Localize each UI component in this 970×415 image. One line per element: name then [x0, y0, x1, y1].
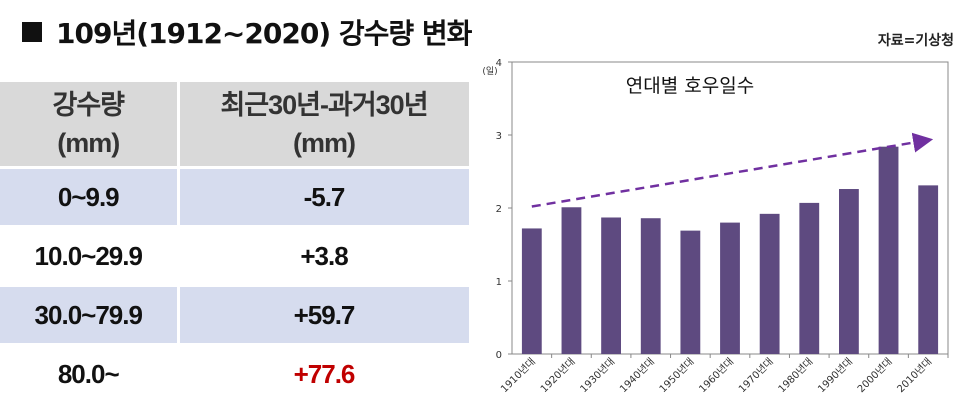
- bar-1950년대: [680, 230, 701, 354]
- table-row: 0~9.9 -5.7: [0, 167, 472, 228]
- header-rainfall-line2: (mm): [57, 128, 120, 158]
- range-cell: 0~9.9: [0, 167, 180, 228]
- bar-1980년대: [799, 202, 820, 354]
- bar-1920년대: [561, 207, 582, 354]
- x-tick-label: 1950년대: [657, 356, 696, 395]
- x-tick-label: 1980년대: [776, 356, 815, 395]
- range-cell: 30.0~79.9: [0, 285, 180, 346]
- y-tick-label: 4: [496, 58, 502, 69]
- bar-2010년대: [918, 185, 939, 354]
- bar-1970년대: [759, 213, 780, 354]
- x-tick-label: 1920년대: [538, 356, 577, 395]
- y-tick-label: 0: [496, 350, 502, 361]
- difference-cell: +3.8: [178, 226, 472, 287]
- x-tick-label: 1930년대: [578, 356, 617, 395]
- table-row: 30.0~79.9 +59.7: [0, 285, 472, 346]
- difference-cell-highlight: +77.6: [178, 344, 472, 405]
- x-tick-label: 1910년대: [498, 356, 537, 395]
- range-cell: 10.0~29.9: [0, 226, 180, 287]
- y-axis-unit: (일): [482, 66, 497, 77]
- header-rainfall: 강수량 (mm): [0, 82, 180, 169]
- header-difference: 최근30년-과거30년 (mm): [178, 82, 472, 169]
- bar-1940년대: [640, 218, 661, 354]
- x-tick-label: 2010년대: [895, 356, 934, 395]
- y-tick-label: 3: [496, 131, 502, 142]
- difference-cell: +59.7: [178, 285, 472, 346]
- table-row: 10.0~29.9 +3.8: [0, 226, 472, 287]
- x-tick-label: 2000년대: [855, 356, 894, 395]
- x-tick-label: 1940년대: [617, 356, 656, 395]
- header-rainfall-line1: 강수량: [52, 90, 125, 120]
- chart-svg: 0 1 2 3 4(일) 연대별 호우일수 1910년대 1920년대 1930년대 1940년대…: [482, 58, 949, 395]
- bar-1910년대: [521, 228, 542, 354]
- page-title-text: 109년(1912~2020) 강수량 변화: [56, 17, 472, 50]
- square-bullet-icon: [22, 22, 42, 42]
- bar-2000년대: [878, 146, 899, 354]
- page-title: 109년(1912~2020) 강수량 변화: [22, 12, 472, 52]
- header-difference-line1: 최근30년-과거30년: [220, 90, 428, 120]
- y-tick-label: 1: [496, 277, 502, 288]
- header-difference-line2: (mm): [293, 128, 356, 158]
- x-tick-label: 1990년대: [816, 356, 855, 395]
- x-tick-label: 1970년대: [736, 356, 775, 395]
- range-cell: 80.0~: [0, 344, 180, 405]
- difference-cell: -5.7: [178, 167, 472, 228]
- chart-title: 연대별 호우일수: [626, 75, 754, 97]
- source-note: 자료=기상청: [877, 33, 954, 49]
- table-row: 80.0~ +77.6: [0, 344, 472, 405]
- table-header-row: 강수량 (mm) 최근30년-과거30년 (mm): [0, 82, 472, 169]
- bar-1960년대: [720, 222, 740, 354]
- trend-arrow: [531, 132, 934, 208]
- rainfall-change-table: 강수량 (mm) 최근30년-과거30년 (mm) 0~9.9 -5.7 10.…: [0, 82, 472, 405]
- rainy-days-chart: 0 1 2 3 4 (일) 연대별 호우일수 1910년대 1920년대 1930년대 1940년대…: [478, 50, 958, 410]
- bar-1930년대: [601, 217, 621, 354]
- y-tick-label: 2: [496, 204, 502, 215]
- x-tick-label: 1960년대: [697, 356, 736, 395]
- bar-1990년대: [839, 189, 859, 354]
